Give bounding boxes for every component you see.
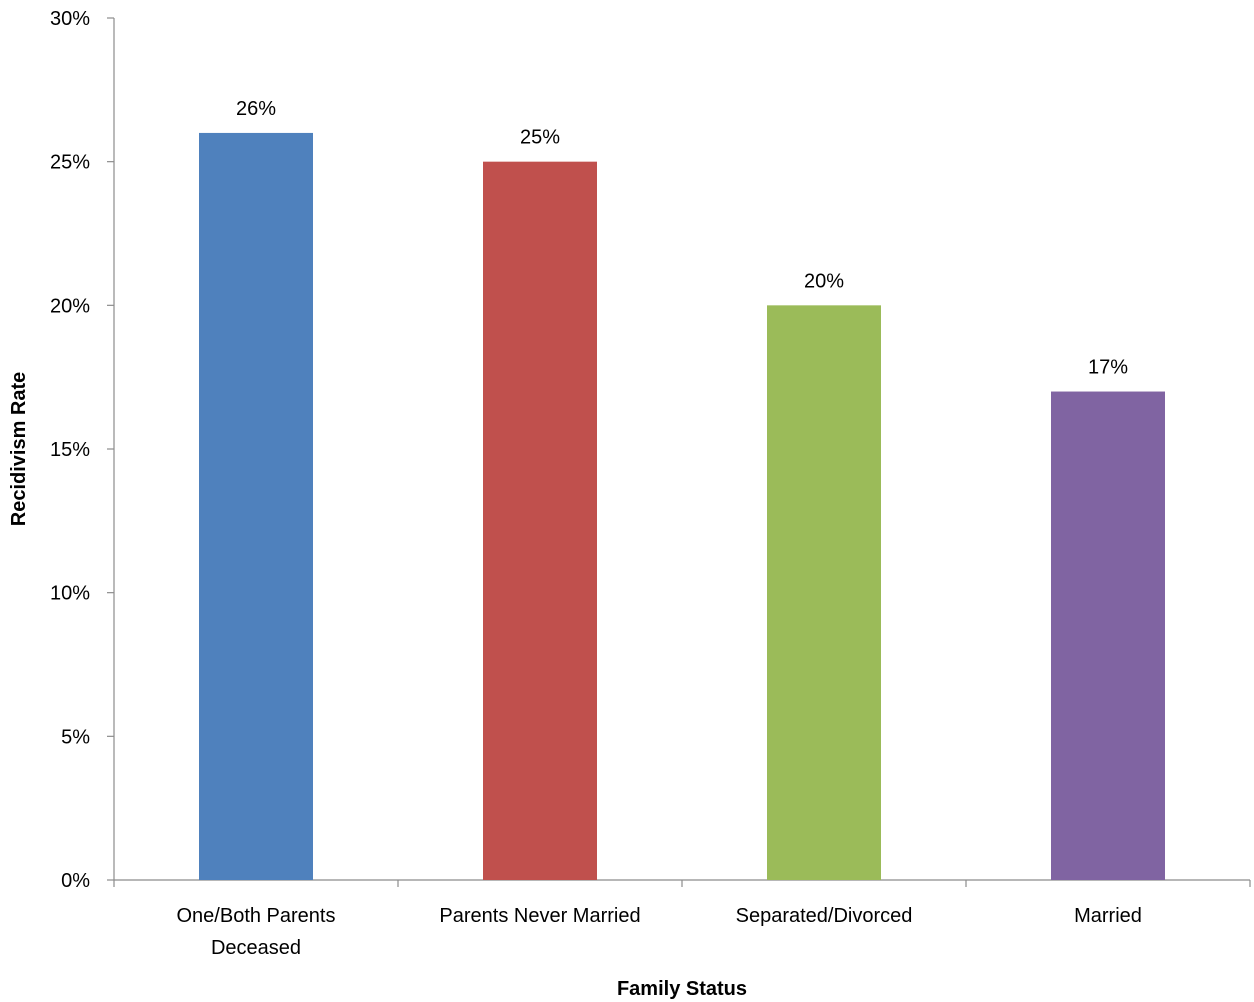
bar (1051, 391, 1165, 880)
y-axis: 0% 5% 10% 15% 20% 25% 30% (50, 8, 115, 892)
y-tick-label: 30% (50, 8, 90, 30)
data-label: 25% (520, 127, 560, 149)
y-axis-title: Recidivism Rate (8, 372, 30, 527)
y-tick-label: 5% (61, 726, 90, 748)
data-label: 20% (804, 270, 844, 292)
x-tick-label: One/Both Parents Deceased (177, 905, 336, 959)
y-tick-label: 0% (61, 870, 90, 892)
bar (199, 132, 313, 880)
y-tick-label: 15% (50, 439, 90, 461)
y-tick-label: 20% (50, 295, 90, 317)
bar (767, 305, 881, 880)
y-tick-label: 25% (50, 152, 90, 174)
bars (199, 132, 1165, 880)
data-label: 17% (1088, 357, 1128, 379)
data-labels: 26% 25% 20% 17% (236, 98, 1128, 379)
x-tick-label: Separated/Divorced (736, 905, 913, 927)
x-axis-title: Family Status (617, 978, 747, 1000)
data-label: 26% (236, 98, 276, 120)
x-axis: One/Both Parents Deceased Parents Never Ma… (113, 879, 1251, 959)
y-tick-label: 10% (50, 583, 90, 605)
x-tick-label: Married (1074, 905, 1142, 927)
bar (483, 161, 597, 880)
x-tick-label: Parents Never Married (439, 905, 640, 927)
